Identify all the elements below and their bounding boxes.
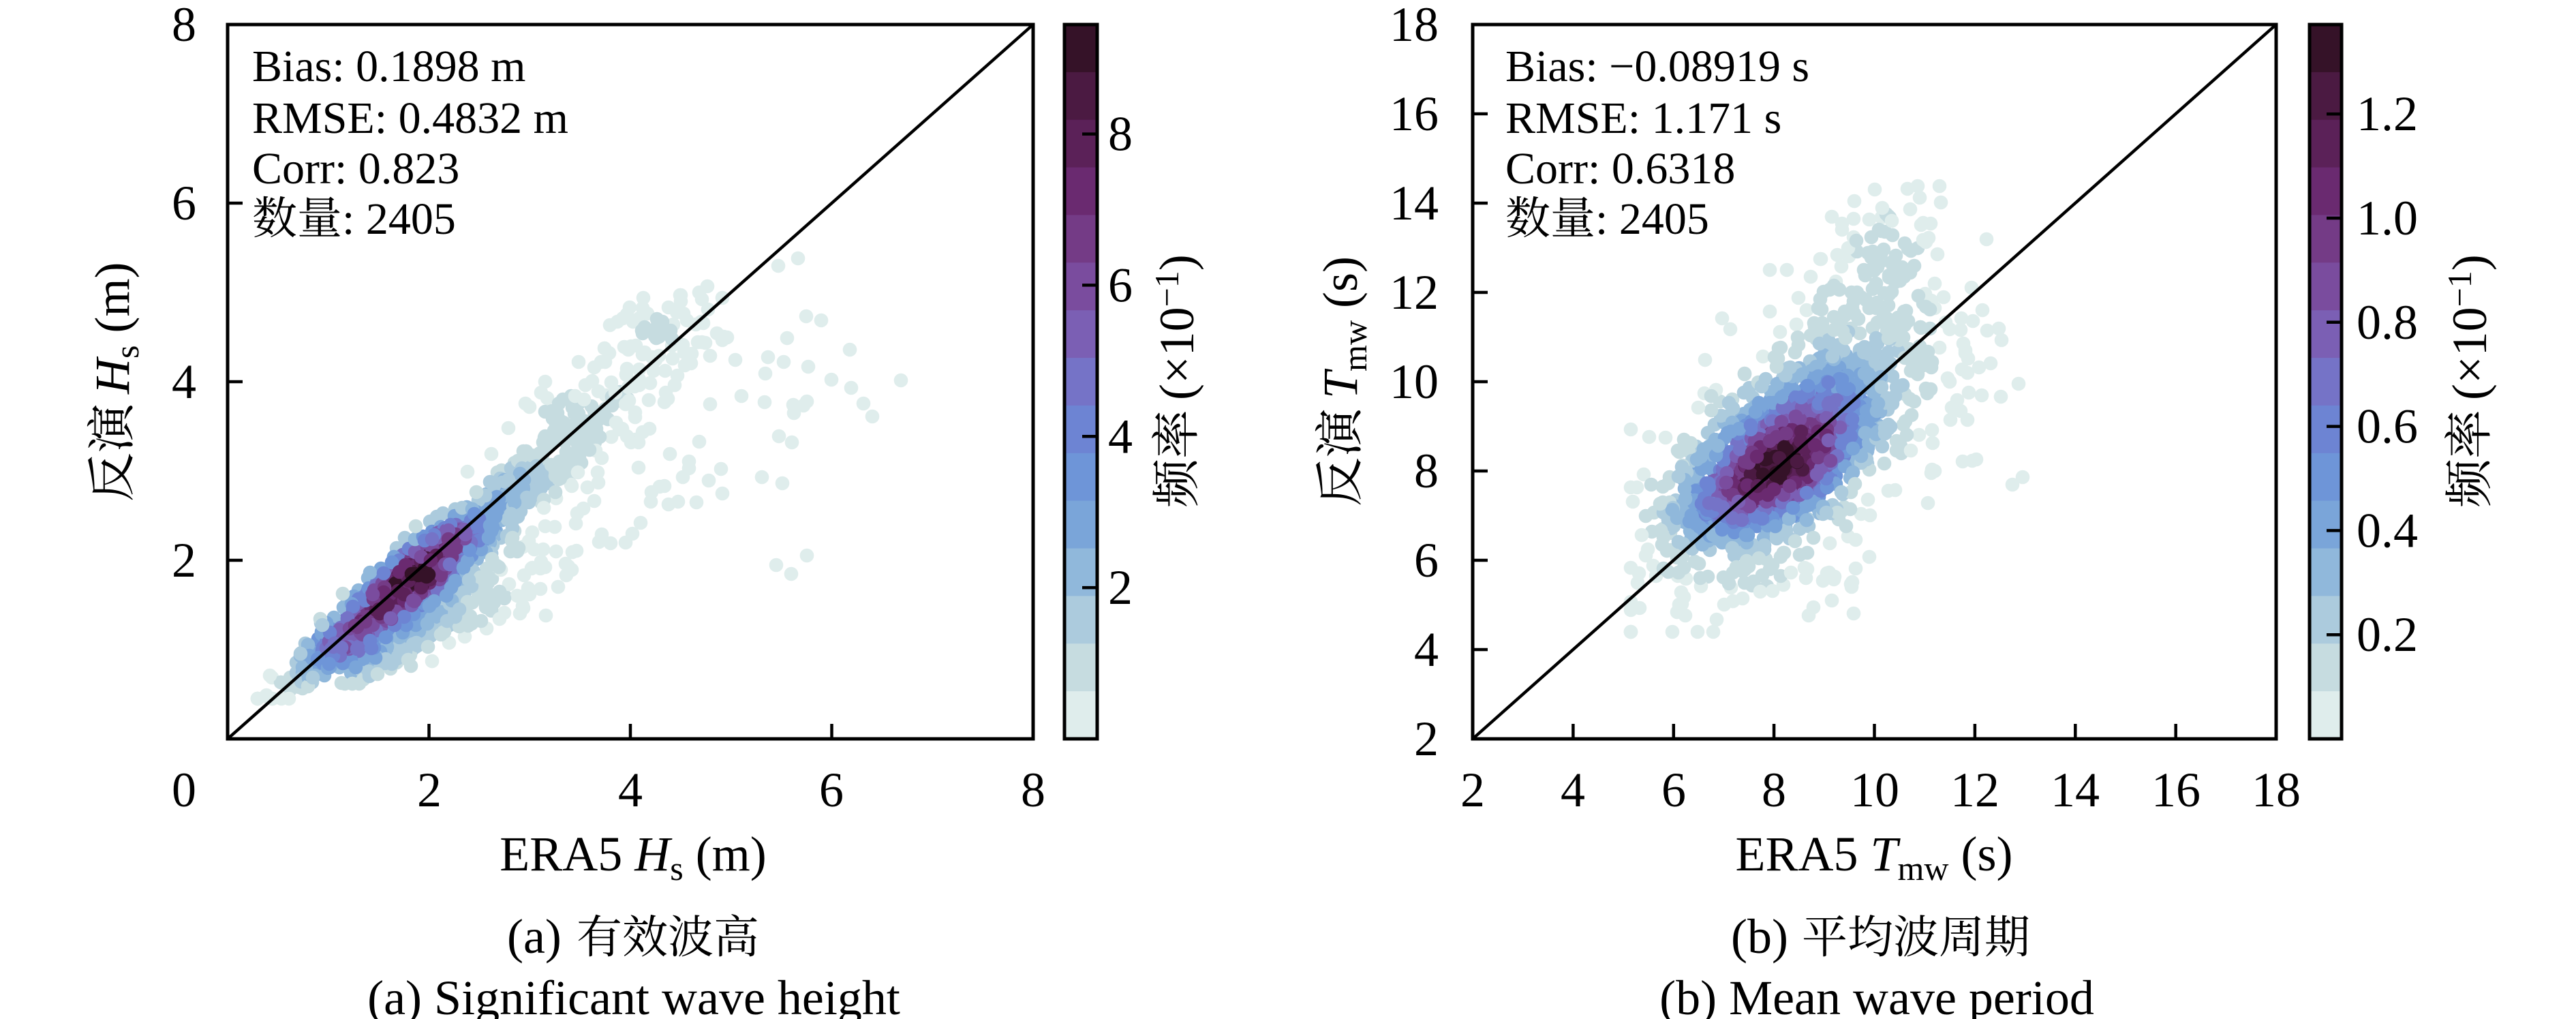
svg-text:0.6: 0.6	[2357, 399, 2418, 454]
svg-text:2: 2	[172, 533, 196, 588]
svg-text:0.2: 0.2	[2357, 607, 2418, 662]
svg-text:: 2405: : 2405	[1595, 194, 1709, 244]
svg-text:0.8: 0.8	[2357, 295, 2418, 350]
svg-text:(b): (b)	[1731, 909, 1788, 964]
svg-text:2: 2	[417, 763, 442, 817]
svg-text:RMSE: 1.171 s: RMSE: 1.171 s	[1505, 93, 1781, 143]
svg-text:6: 6	[819, 763, 844, 817]
svg-text:6: 6	[1414, 533, 1439, 588]
svg-text:Tmw (s): Tmw (s)	[1313, 256, 1374, 399]
svg-text:14: 14	[2051, 763, 2100, 817]
svg-text:1.2: 1.2	[2357, 87, 2418, 141]
svg-text:Hs (m): Hs (m)	[85, 262, 146, 395]
svg-text:10: 10	[1390, 354, 1439, 409]
svg-text:10: 10	[1850, 763, 1899, 817]
svg-text:Bias: −0.08919 s: Bias: −0.08919 s	[1505, 42, 1809, 91]
svg-text:16: 16	[2151, 763, 2201, 817]
svg-text:18: 18	[1390, 0, 1439, 52]
svg-text:6: 6	[1661, 763, 1686, 817]
svg-text:(a) Significant wave height: (a) Significant wave height	[367, 971, 900, 1019]
svg-text:4: 4	[172, 354, 196, 409]
svg-text:2: 2	[1108, 560, 1133, 615]
svg-text:4: 4	[1108, 409, 1133, 463]
svg-text:1.0: 1.0	[2357, 191, 2418, 245]
svg-text:6: 6	[172, 176, 196, 230]
svg-text:0: 0	[172, 763, 196, 817]
svg-text:: 2405: : 2405	[342, 194, 456, 244]
svg-text:14: 14	[1390, 176, 1439, 230]
svg-text:Bias: 0.1898 m: Bias: 0.1898 m	[252, 42, 526, 91]
svg-text:Corr: 0.6318: Corr: 0.6318	[1505, 144, 1735, 194]
svg-text:RMSE: 0.4832 m: RMSE: 0.4832 m	[252, 93, 568, 143]
svg-text:4: 4	[618, 763, 643, 817]
svg-text:(b) Mean wave period: (b) Mean wave period	[1659, 971, 2094, 1019]
svg-text:8: 8	[1414, 444, 1439, 498]
svg-text:4: 4	[1414, 622, 1439, 677]
svg-text:8: 8	[1021, 763, 1045, 817]
svg-text:12: 12	[1390, 265, 1439, 320]
svg-text:Corr: 0.823: Corr: 0.823	[252, 144, 459, 194]
svg-text:(a): (a)	[507, 909, 562, 964]
svg-text:16: 16	[1390, 87, 1439, 141]
svg-text:0.4: 0.4	[2357, 503, 2418, 558]
svg-text:8: 8	[172, 0, 196, 52]
svg-text:8: 8	[1762, 763, 1786, 817]
svg-text:4: 4	[1561, 763, 1585, 817]
svg-text:18: 18	[2252, 763, 2301, 817]
svg-text:2: 2	[1414, 712, 1439, 766]
svg-text:ERA5 Tmw (s): ERA5 Tmw (s)	[1735, 827, 2012, 887]
svg-text:ERA5 Hs (m): ERA5 Hs (m)	[500, 827, 766, 887]
svg-text:8: 8	[1108, 107, 1133, 162]
svg-text:6: 6	[1108, 258, 1133, 312]
svg-text:12: 12	[1950, 763, 1999, 817]
svg-text:2: 2	[1460, 763, 1485, 817]
